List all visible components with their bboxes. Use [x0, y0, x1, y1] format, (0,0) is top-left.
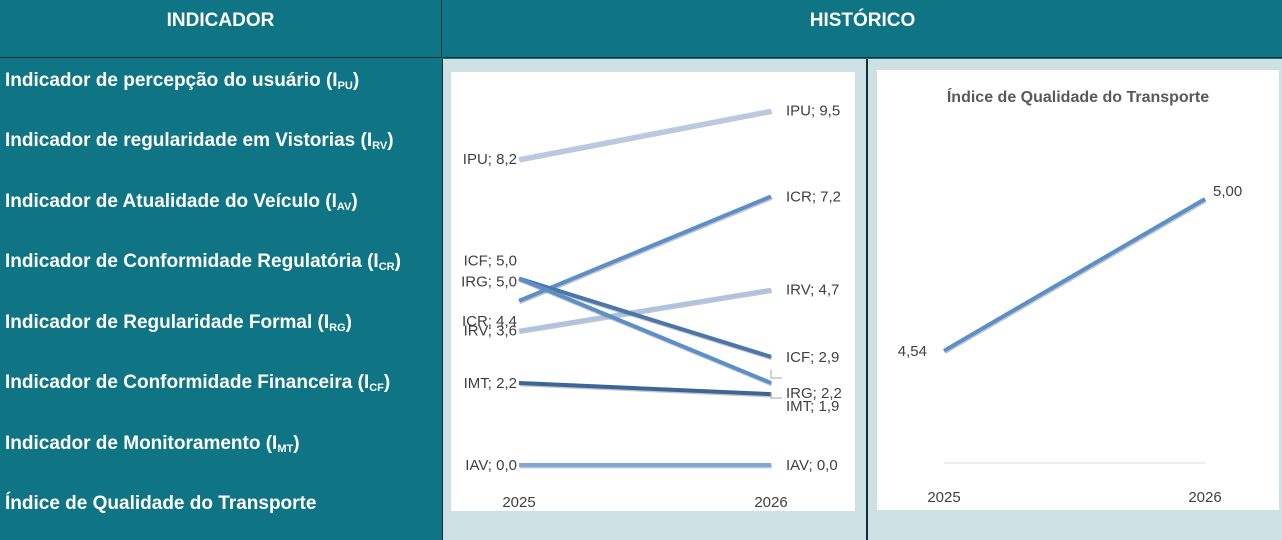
history-header: HISTÓRICO [443, 0, 1282, 58]
slope-chart: IPU; 8,2 IPU; 9,5 ICR; 4,4 ICR; 7,2 IRV; 3,6… [461, 103, 842, 511]
data-label-ipu-2025: IPU; 8,2 [463, 151, 517, 168]
data-label-2026: 5,00 [1213, 183, 1242, 200]
indicator-row-icf: Indicador de Conformidade Financeira (IC… [5, 372, 391, 394]
x-tick-label-2025: 2025 [502, 494, 535, 511]
history-header-label: HISTÓRICO [809, 10, 916, 31]
indicator-row-iav: Indicador de Atualidade do Veículo (IAV) [5, 191, 358, 213]
history-divider [866, 59, 868, 540]
data-label-icr-2025: ICR; 4,4 [462, 313, 517, 330]
data-label-irv-2025: IRV; 3,6 [464, 323, 517, 340]
data-label-icr-2026: ICR; 7,2 [786, 188, 841, 205]
slope-chart-panel: IPU; 8,2 IPU; 9,5 ICR; 4,4 ICR; 7,2 IRV; 3,6… [451, 72, 855, 511]
data-label-irg-2026: IRG; 2,2 [786, 385, 842, 402]
series-line-ipu [518, 108, 772, 162]
indicator-column: Indicador de percepção do usuário (IPU) … [0, 59, 443, 540]
x-tick-label-2026: 2026 [754, 494, 787, 511]
chart-title: Índice de Qualidade do Transporte [947, 87, 1209, 106]
data-label-2025: 4,54 [898, 343, 927, 360]
indicator-row-imt: Indicador de Monitoramento (IMT) [5, 433, 300, 455]
series-line-icf [518, 276, 772, 359]
data-label-icf-2026: ICF; 2,9 [786, 349, 839, 366]
indicator-header: INDICADOR [0, 0, 442, 58]
label-leader-lines [770, 370, 782, 399]
x-tick-label-2025: 2025 [927, 489, 960, 506]
data-label-imt-2026: IMT; 1,9 [786, 398, 839, 415]
series-line-icr [518, 194, 772, 303]
iqt-chart-panel: Índice de Qualidade do Transporte 4,54 5,0… [877, 70, 1279, 510]
indicator-row-iqt: Índice de Qualidade do Transporte [5, 493, 317, 514]
series-line-imt [518, 380, 772, 397]
series-line-irg [518, 276, 772, 385]
series-line-irv [518, 287, 772, 333]
data-label-imt-2025: IMT; 2,2 [464, 375, 517, 392]
x-tick-label-2026: 2026 [1188, 489, 1221, 506]
data-label-iav-2025: IAV; 0,0 [465, 457, 517, 474]
indicator-row-icr: Indicador de Conformidade Regulatória (I… [5, 251, 401, 273]
data-label-irv-2026: IRV; 4,7 [786, 282, 839, 299]
data-label-icf-2025: ICF; 5,0 [464, 253, 517, 270]
indicator-row-ipu: Indicador de percepção do usuário (IPU) [5, 70, 360, 92]
data-label-iav-2026: IAV; 0,0 [786, 457, 838, 474]
indicator-row-irg: Indicador de Regularidade Formal (IRG) [5, 312, 352, 334]
indicator-row-irv: Indicador de regularidade em Vistorias (… [5, 130, 394, 152]
iqt-chart: Índice de Qualidade do Transporte 4,54 5,0… [898, 87, 1242, 506]
indicator-header-label: INDICADOR [166, 10, 275, 31]
series-line [942, 197, 1207, 353]
data-label-irg-2025: IRG; 5,0 [461, 274, 517, 291]
data-label-ipu-2026: IPU; 9,5 [786, 103, 840, 120]
